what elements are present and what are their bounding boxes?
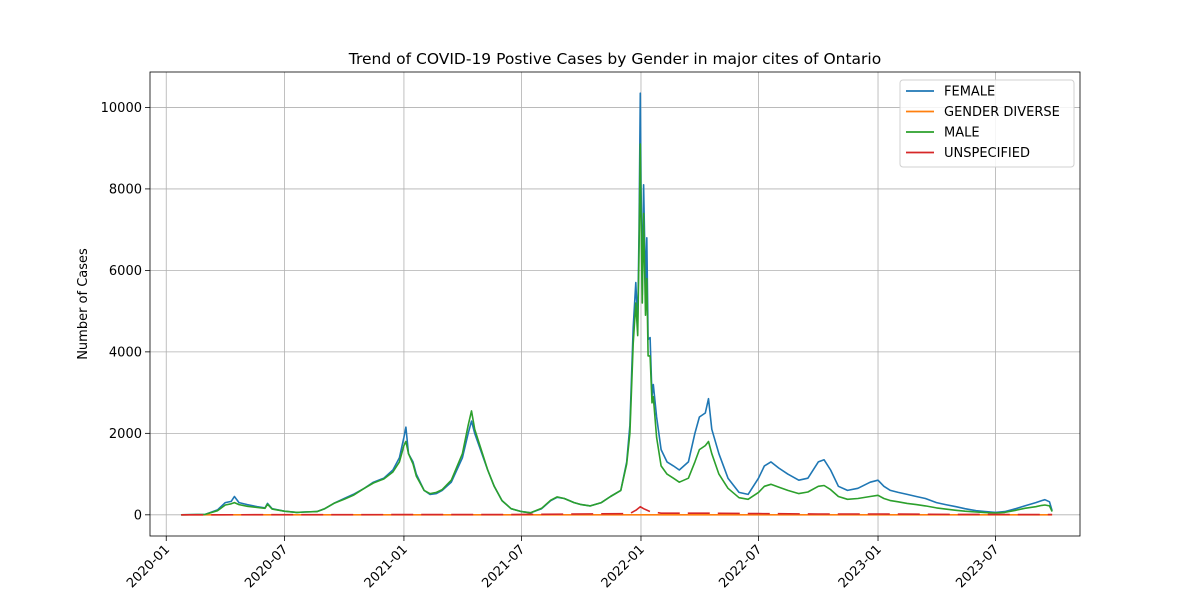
x-tick-label: 2020-07 <box>242 542 291 591</box>
x-tick-label: 2022-07 <box>716 542 765 591</box>
x-tick-label: 2021-01 <box>362 542 411 591</box>
legend-label: FEMALE <box>944 85 995 100</box>
x-tick-label: 2020-01 <box>124 542 173 591</box>
y-tick-label: 2000 <box>109 427 142 442</box>
legend: FEMALE GENDER DIVERSE MALE UNSPECIFIED <box>899 79 1075 168</box>
y-tick-label: 8000 <box>109 182 142 197</box>
x-tick-label: 2022-01 <box>599 542 648 591</box>
series-line-male <box>181 143 1053 516</box>
series-line-unspecified <box>181 505 1053 516</box>
legend-label: UNSPECIFIED <box>944 146 1030 161</box>
x-tick-label: 2023-07 <box>953 542 1002 591</box>
y-tick-label: 4000 <box>109 345 142 360</box>
y-tick-label: 0 <box>134 508 142 523</box>
x-tick-label: 2021-07 <box>479 542 528 591</box>
y-tick-label: 6000 <box>109 264 142 279</box>
series-layer <box>181 92 1053 516</box>
legend-label: GENDER DIVERSE <box>944 105 1060 120</box>
plot-frame <box>149 71 1081 537</box>
legend-box <box>899 79 1075 168</box>
legend-label: MALE <box>944 126 980 141</box>
y-axis-label: Number of Cases <box>76 248 91 360</box>
x-tick-label: 2023-01 <box>836 542 885 591</box>
chart-title: Trend of COVID-19 Postive Cases by Gende… <box>348 50 881 68</box>
y-tick-label: 10000 <box>101 101 142 116</box>
